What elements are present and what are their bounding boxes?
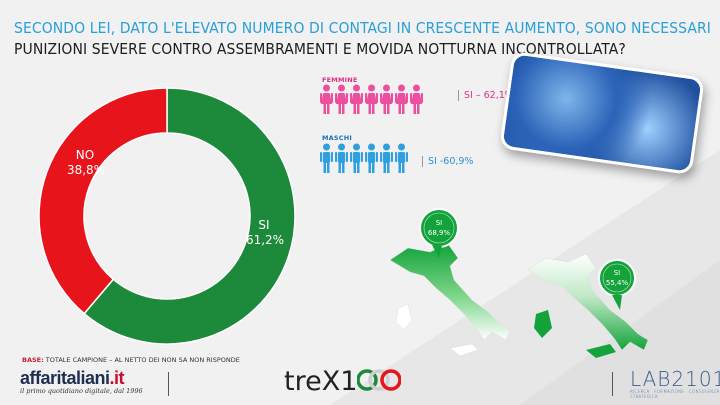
footer-divider-1 <box>168 372 169 396</box>
base-note-label: BASE: <box>22 356 44 364</box>
italy-map-south <box>527 253 649 358</box>
trex-text: treX1 <box>284 366 358 397</box>
lab2101-text: LAB2101 <box>630 367 720 391</box>
base-note: BASE: Totale campione – al netto dei non… <box>22 356 240 364</box>
female-person-icon <box>410 84 423 114</box>
female-person-icon <box>320 84 333 114</box>
female-person-icon <box>395 84 408 114</box>
title-part-dark-1: punizioni <box>14 40 88 58</box>
female-label: Femmine <box>322 76 358 84</box>
affaritaliani-it: .it <box>109 368 125 388</box>
map-bubble-south: SI 55,4% <box>598 259 636 310</box>
donut-slice-no <box>38 87 168 315</box>
lab2101-logo: LAB2101 RICERCA · FORMAZIONE · CONSULENZ… <box>630 367 720 399</box>
donut-chart: NO 38,8% SI 61,2% <box>38 87 296 345</box>
affaritaliani-logo: affaritaliani.it il primo quotidiano dig… <box>20 368 143 395</box>
female-person-icon <box>335 84 348 114</box>
trex-logo: treX1 <box>284 366 403 397</box>
slice-label-no: NO <box>76 148 94 162</box>
female-person-icon <box>350 84 363 114</box>
male-person-icon <box>350 143 363 173</box>
title-part-blue: Secondo lei, dato l'elevato numero di co… <box>14 19 712 37</box>
male-percentage: SI -60,9% <box>422 156 473 167</box>
male-person-icon <box>365 143 378 173</box>
female-percentage: SI – 62,1% <box>458 90 514 101</box>
slice-value-si: 61,2% <box>246 233 284 247</box>
affaritaliani-name: affaritaliani <box>20 368 110 388</box>
slice-label-si: SI <box>258 218 269 232</box>
map-bubble-north: SI 68,9% <box>419 208 459 258</box>
italy-map-north <box>389 243 511 357</box>
female-person-icon <box>380 84 393 114</box>
north-value: 68,9% <box>428 229 451 237</box>
female-person-icon <box>365 84 378 114</box>
footer-divider-2 <box>612 372 613 396</box>
italy-maps: SI 68,9% SI 55,4% <box>389 208 649 358</box>
affaritaliani-tagline: il primo quotidiano digitale, dal 1996 <box>20 387 143 395</box>
lab2101-subtitle: RICERCA · FORMAZIONE · CONSULENZA STRATE… <box>630 389 720 399</box>
female-icons <box>320 84 423 114</box>
donut-slice-si <box>83 87 296 345</box>
male-person-icon <box>380 143 393 173</box>
male-person-icon <box>395 143 408 173</box>
question-title: Secondo lei, dato l'elevato numero di co… <box>14 18 714 60</box>
south-si-label: SI <box>614 269 621 277</box>
male-label: Maschi <box>322 134 353 142</box>
trex-circles-icon <box>356 369 403 391</box>
male-person-icon <box>320 143 333 173</box>
male-person-icon <box>335 143 348 173</box>
south-value: 55,4% <box>606 279 629 287</box>
north-si-label: SI <box>436 219 443 227</box>
slice-value-no: 38,8% <box>67 163 105 177</box>
male-icons <box>320 143 408 173</box>
title-part-dark-2: severe contro assembramenti e movida not… <box>91 40 626 58</box>
base-note-text: Totale campione – al netto dei non sa no… <box>45 356 240 364</box>
